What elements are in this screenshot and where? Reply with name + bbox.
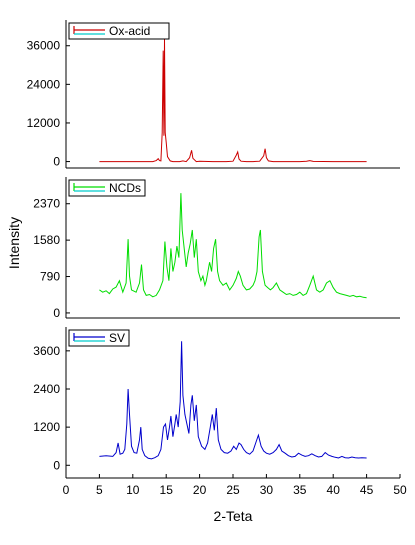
y-tick-label: 36000 [27, 39, 61, 53]
panel-3: 0 1200 2400 3600 SV [33, 327, 400, 479]
legend-label: Ox-acid [109, 24, 150, 38]
x-tick-label: 15 [160, 483, 174, 497]
y-axis-title: Intensity [6, 217, 22, 269]
series-line-ox-acid [99, 39, 367, 163]
y-tick-label: 12000 [27, 116, 61, 130]
x-tick-label: 30 [260, 483, 274, 497]
series-line-ncds [99, 193, 367, 299]
y-tick-label: 3600 [33, 344, 60, 358]
x-tick-label: 40 [327, 483, 341, 497]
x-axis-title: 2-Teta [214, 508, 253, 524]
x-tick-label: 10 [126, 483, 140, 497]
legend-box [68, 22, 170, 40]
x-axis: 0 5 10 15 20 25 30 35 40 45 50 [63, 474, 407, 497]
y-tick-label: 24000 [27, 77, 61, 91]
panel-2: 0 790 1580 2370 NCDs [33, 177, 400, 320]
panel-1: 0 12000 24000 36000 Ox-acid [27, 20, 400, 169]
y-tick-label: 790 [40, 270, 60, 284]
y-tick-label: 0 [53, 306, 60, 320]
x-tick-label: 35 [293, 483, 307, 497]
x-tick-label: 5 [96, 483, 103, 497]
legend: NCDs [68, 179, 146, 197]
chart-panels: 0120002400036000Ox-acid079015802370NCDs0… [27, 20, 400, 479]
y-tick-label: 1200 [33, 420, 60, 434]
y-tick-label: 2370 [33, 197, 60, 211]
y-tick-label: 1580 [33, 233, 60, 247]
y-tick-label: 0 [53, 155, 60, 169]
legend-box [68, 179, 146, 197]
legend: SV [68, 329, 130, 347]
legend-label: NCDs [109, 181, 141, 195]
x-tick-label: 50 [393, 483, 407, 497]
x-tick-label: 45 [360, 483, 374, 497]
legend-label: SV [109, 331, 125, 345]
x-tick-label: 0 [63, 483, 70, 497]
x-tick-label: 20 [193, 483, 207, 497]
legend-box [68, 329, 130, 347]
legend: Ox-acid [68, 22, 170, 40]
x-tick-label: 25 [226, 483, 240, 497]
y-tick-label: 0 [53, 458, 60, 472]
y-tick-label: 2400 [33, 382, 60, 396]
series-line-sv [99, 341, 367, 460]
